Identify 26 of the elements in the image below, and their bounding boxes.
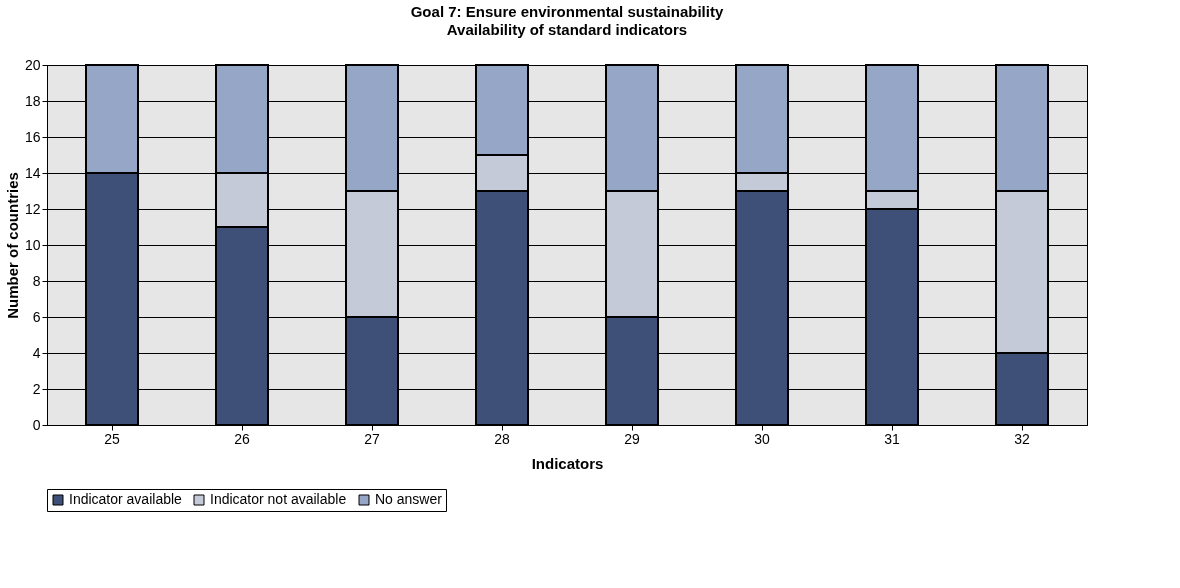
x-axis-title: Indicators	[531, 454, 604, 472]
chart-title: Goal 7: Ensure environmental sustainability	[410, 3, 724, 20]
legend-label: No answer	[375, 491, 443, 507]
y-tick-label: 16	[24, 128, 41, 145]
x-tick-label: 28	[494, 430, 510, 447]
x-tick-label: 31	[884, 430, 900, 447]
y-tick-label: 14	[24, 164, 41, 181]
x-tick-label: 32	[1014, 430, 1030, 447]
y-tick-label: 10	[24, 236, 41, 253]
y-tick-label: 4	[32, 344, 41, 361]
legend-label: Indicator available	[69, 491, 183, 507]
y-tick-label: 0	[32, 416, 41, 433]
chart-subtitle: Availability of standard indicators	[446, 21, 688, 38]
x-tick-label: 29	[624, 430, 640, 447]
y-tick-label: 8	[32, 272, 41, 289]
y-tick-label: 6	[32, 308, 41, 325]
y-tick-label: 12	[24, 200, 41, 217]
x-tick-label: 25	[104, 430, 120, 447]
x-tick-label: 30	[754, 430, 770, 447]
legend-label: Indicator not available	[210, 491, 347, 507]
y-axis-title: Number of countries	[3, 172, 21, 319]
y-tick-label: 20	[24, 56, 41, 73]
y-tick-label: 2	[32, 380, 41, 397]
y-tick-label: 18	[24, 92, 41, 109]
x-tick-label: 26	[234, 430, 250, 447]
x-tick-label: 27	[364, 430, 380, 447]
